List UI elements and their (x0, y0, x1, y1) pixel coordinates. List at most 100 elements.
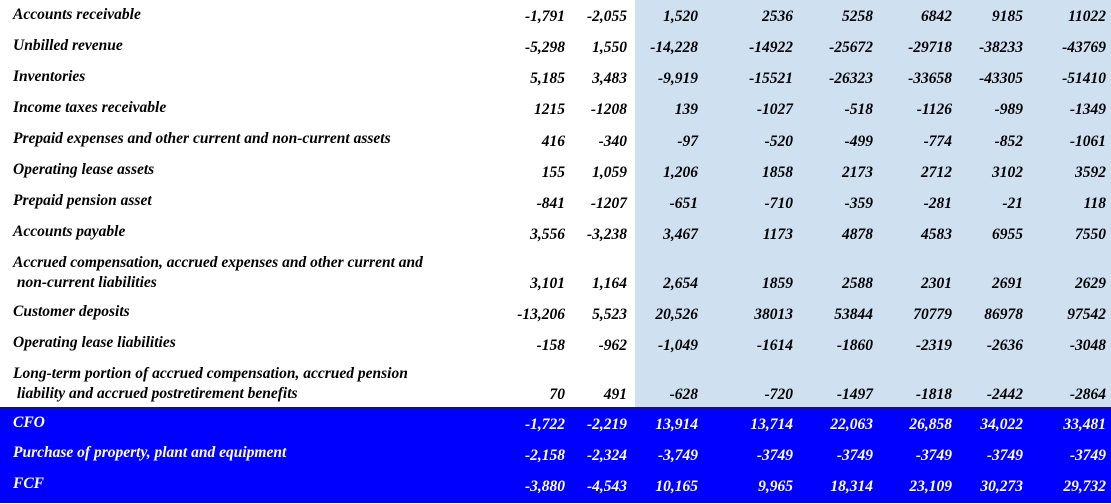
cell-value: 2588 (842, 275, 873, 292)
cell-value: -9,919 (657, 70, 698, 87)
cell-value: -1,791 (524, 8, 565, 25)
cell-value: -1349 (1069, 101, 1106, 118)
cell-value: -1126 (916, 101, 952, 118)
cell-value: -5,298 (524, 39, 565, 56)
cell-value: -14,228 (650, 39, 698, 56)
cell-value: 1173 (762, 226, 793, 243)
row-label: Prepaid pension asset (13, 192, 152, 209)
cell-value: 155 (541, 164, 565, 181)
cell-value: -3,238 (586, 226, 627, 243)
cell-value: 9185 (992, 8, 1023, 25)
cell-value: 13,714 (750, 416, 793, 433)
cell-value: -26323 (829, 70, 873, 87)
cell-value: 86978 (984, 306, 1023, 323)
row-label: Accounts receivable (13, 6, 141, 23)
cell-value: -1614 (756, 337, 793, 354)
cell-value: -29718 (908, 39, 952, 56)
cell-value: 29,732 (1063, 478, 1106, 495)
cell-value: -710 (764, 195, 793, 212)
cell-value: -1,049 (657, 337, 698, 354)
cell-value: -841 (536, 195, 565, 212)
cell-value: -3048 (1069, 337, 1106, 354)
cell-value: 5258 (842, 8, 873, 25)
cell-value: 23,109 (909, 478, 952, 495)
cell-value: -518 (844, 101, 873, 118)
cell-value: 4583 (921, 226, 952, 243)
cell-value: 1215 (534, 101, 565, 118)
cell-value: 139 (674, 101, 698, 118)
cell-value: 4878 (842, 226, 873, 243)
cell-value: 3,101 (530, 275, 565, 292)
row-label: Operating lease liabilities (13, 334, 176, 351)
cell-value: 1858 (762, 164, 793, 181)
totals-band (0, 407, 1111, 503)
cell-value: 118 (1083, 195, 1106, 212)
cell-value: -43305 (979, 70, 1023, 87)
cell-value: -3749 (1069, 447, 1106, 464)
row-label: Income taxes receivable (13, 99, 167, 116)
cell-value: -651 (669, 195, 698, 212)
cell-value: 18,314 (830, 478, 873, 495)
cell-value: -25672 (829, 39, 873, 56)
cell-value: -3,880 (524, 478, 565, 495)
forecast-columns-shading (635, 0, 1111, 408)
cell-value: 1,059 (592, 164, 627, 181)
cell-value: 1,164 (592, 275, 627, 292)
cell-value: -1027 (756, 101, 793, 118)
cell-value: 38013 (754, 306, 793, 323)
cell-value: 34,022 (980, 416, 1023, 433)
cell-value: 11022 (1068, 8, 1106, 25)
cell-value: 2301 (921, 275, 952, 292)
cell-value: -51410 (1062, 70, 1106, 87)
cell-value: -4,543 (586, 478, 627, 495)
cell-value: -33658 (908, 70, 952, 87)
cell-value: 6955 (992, 226, 1023, 243)
cell-value: 70 (549, 386, 566, 403)
cell-value: 10,165 (655, 478, 698, 495)
cell-value: 3102 (992, 164, 1023, 181)
cell-value: -2,055 (586, 8, 627, 25)
row-label: Unbilled revenue (13, 37, 123, 54)
cell-value: 22,063 (830, 416, 873, 433)
row-label: Accounts payable (13, 223, 126, 240)
cell-value: 3592 (1075, 164, 1106, 181)
cell-value: -1061 (1069, 133, 1106, 150)
row-label-line-2: liability and accrued postretirement ben… (13, 385, 298, 402)
row-label-line-2: non-current liabilities (13, 274, 157, 291)
cell-value: -1,722 (524, 416, 565, 433)
row-label-line-1: Accrued compensation, accrued expenses a… (13, 254, 423, 271)
cell-value: -499 (844, 133, 873, 150)
cell-value: -3,749 (657, 447, 698, 464)
row-label: FCF (13, 475, 45, 492)
cell-value: -3749 (986, 447, 1023, 464)
cell-value: -989 (994, 101, 1023, 118)
cell-value: 2173 (842, 164, 873, 181)
cell-value: -2,324 (586, 447, 627, 464)
row-label: Purchase of property, plant and equipmen… (13, 444, 287, 461)
cell-value: -2319 (915, 337, 952, 354)
cell-value: -13,206 (517, 306, 565, 323)
row-label: Inventories (13, 68, 86, 85)
cell-value: 1,550 (592, 39, 627, 56)
cell-value: 2,654 (663, 275, 698, 292)
cell-value: 3,467 (663, 226, 698, 243)
cell-value: -2,219 (586, 416, 627, 433)
cell-value: -1208 (590, 101, 627, 118)
cell-value: 5,185 (530, 70, 565, 87)
cell-value: -97 (677, 133, 698, 150)
cell-value: -14922 (749, 39, 793, 56)
cell-value: -158 (536, 337, 565, 354)
cell-value: -720 (764, 386, 793, 403)
cell-value: -340 (598, 133, 627, 150)
cell-value: -1497 (836, 386, 873, 403)
cell-value: 1,520 (663, 8, 698, 25)
cell-value: 2536 (762, 8, 793, 25)
cell-value: -281 (923, 195, 952, 212)
row-label: Prepaid expenses and other current and n… (13, 130, 391, 147)
cell-value: -2864 (1069, 386, 1106, 403)
cell-value: 3,483 (592, 70, 627, 87)
cell-value: -21 (1002, 195, 1023, 212)
cell-value: 7550 (1075, 226, 1106, 243)
cell-value: 70779 (913, 306, 952, 323)
cell-value: 33,481 (1063, 416, 1106, 433)
